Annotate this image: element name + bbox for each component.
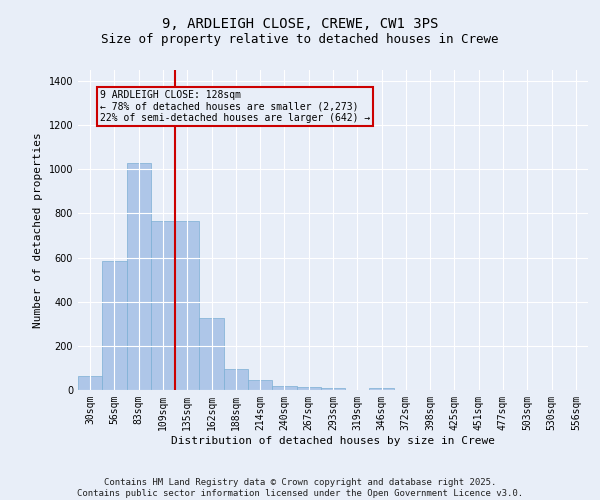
Text: 9 ARDLEIGH CLOSE: 128sqm
← 78% of detached houses are smaller (2,273)
22% of sem: 9 ARDLEIGH CLOSE: 128sqm ← 78% of detach… xyxy=(100,90,370,123)
Text: Size of property relative to detached houses in Crewe: Size of property relative to detached ho… xyxy=(101,32,499,46)
Bar xyxy=(272,386,296,390)
Bar xyxy=(78,376,102,390)
Bar xyxy=(248,380,272,390)
Bar xyxy=(102,261,127,390)
X-axis label: Distribution of detached houses by size in Crewe: Distribution of detached houses by size … xyxy=(171,436,495,446)
Bar xyxy=(321,388,345,390)
Y-axis label: Number of detached properties: Number of detached properties xyxy=(33,132,43,328)
Text: Contains HM Land Registry data © Crown copyright and database right 2025.
Contai: Contains HM Land Registry data © Crown c… xyxy=(77,478,523,498)
Text: 9, ARDLEIGH CLOSE, CREWE, CW1 3PS: 9, ARDLEIGH CLOSE, CREWE, CW1 3PS xyxy=(162,18,438,32)
Bar xyxy=(370,388,394,390)
Bar xyxy=(296,387,321,390)
Bar xyxy=(224,369,248,390)
Bar xyxy=(199,318,224,390)
Bar xyxy=(151,221,175,390)
Bar xyxy=(175,221,199,390)
Bar xyxy=(127,162,151,390)
